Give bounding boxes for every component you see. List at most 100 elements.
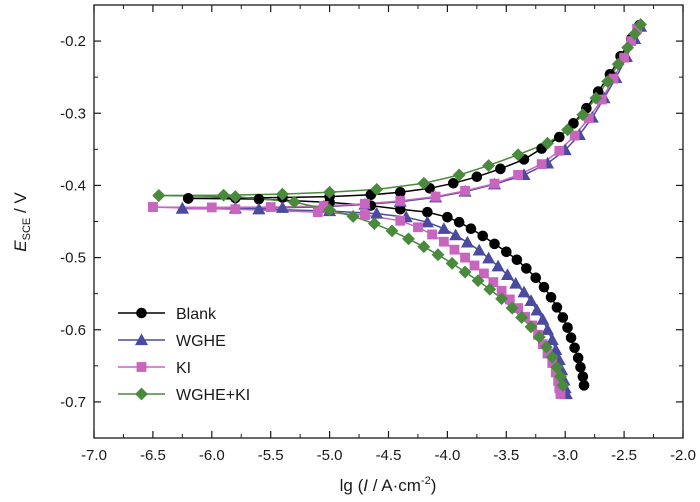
- wghe-ki-data-point: [483, 282, 497, 296]
- y-tick-label: -0.6: [60, 322, 86, 339]
- blank-data-point: [572, 352, 584, 364]
- ki-data-point: [460, 252, 470, 263]
- wghe-data-point: [517, 285, 531, 298]
- blank-data-point: [453, 216, 465, 228]
- ki-data-point: [536, 159, 547, 170]
- x-tick-label: -2.0: [670, 447, 696, 464]
- y-tick-label: -0.2: [60, 33, 86, 50]
- wghe-data-point: [449, 228, 463, 241]
- legend: Blank WGHE KI WGHE+KI: [118, 306, 250, 404]
- ki-data-point: [569, 130, 580, 141]
- wghe-data-point: [472, 243, 486, 256]
- wghe-anodic-curve: [182, 26, 642, 210]
- wghe-ki-data-point: [217, 188, 231, 202]
- ki-data-point: [148, 202, 158, 212]
- wghe-data-point: [530, 303, 544, 316]
- legend-label-ki: KI: [176, 360, 191, 377]
- legend-label-wghe: WGHE: [176, 333, 226, 350]
- blank-data-point: [530, 272, 542, 284]
- x-tick-label: -7.0: [81, 447, 107, 464]
- wghe-ki-data-point: [634, 18, 648, 31]
- x-tick-label: -6.5: [140, 447, 166, 464]
- ki-data-point: [206, 202, 217, 213]
- wghe-data-point: [437, 222, 451, 234]
- wghe-data-point: [252, 202, 266, 215]
- blank-data-point: [477, 230, 489, 242]
- ki-data-point: [360, 210, 370, 220]
- wghe-ki-data-point: [458, 265, 472, 279]
- legend-marker-ki: [136, 362, 147, 372]
- ki-data-point: [469, 260, 480, 271]
- wghe-data-point: [370, 206, 384, 219]
- ki-data-point: [449, 244, 460, 255]
- wghe-data-point: [482, 251, 496, 264]
- wghe-ki-data-point: [550, 360, 564, 374]
- ki-data-point: [427, 229, 437, 240]
- blank-data-point: [551, 302, 563, 313]
- y-axis-label: ESCE / V: [11, 192, 33, 252]
- ki-anodic-curve: [152, 28, 638, 209]
- blank-data-point: [565, 332, 577, 343]
- wghe-ki-data-point: [370, 182, 384, 196]
- blank-anodic-curve: [188, 24, 641, 200]
- axis-ticks: [93, 4, 684, 439]
- wghe-ki-data-point: [417, 240, 431, 254]
- wghe-ki-data-point: [323, 203, 337, 217]
- blank-data-point: [575, 361, 586, 373]
- wghe-ki-data-point: [611, 57, 625, 71]
- y-tick-label: -0.4: [60, 177, 86, 194]
- wghe-ki-data-point: [495, 292, 509, 306]
- wghe-ki-data-point: [515, 311, 529, 324]
- wghe-ki-data-point: [621, 41, 635, 55]
- wghe-ki-data-point: [556, 378, 570, 392]
- wghe-ki-data-point: [385, 224, 399, 238]
- ki-data-point: [438, 236, 449, 247]
- blank-data-point: [442, 211, 453, 223]
- blank-data-point: [511, 254, 523, 266]
- ki-data-point: [395, 196, 406, 206]
- ki-data-point: [489, 178, 500, 189]
- x-tick-label: -4.0: [434, 447, 460, 464]
- blank-data-point: [554, 131, 565, 143]
- legend-marker-blank: [136, 307, 147, 319]
- wghe-ki-data-point: [471, 274, 485, 288]
- ki-data-point: [460, 185, 470, 196]
- wghe-ki-data-point: [532, 330, 546, 344]
- wghe-ki-data-point: [482, 159, 496, 172]
- blank-data-point: [182, 193, 194, 204]
- wghe-ki-data-point: [431, 248, 445, 262]
- blank-data-point: [447, 177, 459, 189]
- wghe-data-point: [545, 333, 559, 345]
- wghe-ki-data-point: [589, 91, 603, 105]
- blank-data-point: [471, 171, 483, 183]
- wghe-ki-data-point: [276, 187, 289, 201]
- wghe-data-point: [536, 313, 550, 325]
- wghe-data-point: [541, 323, 555, 335]
- wghe-ki-data-point: [367, 217, 381, 231]
- wghe-data-point: [524, 294, 538, 306]
- wghe-ki-data-point: [417, 176, 431, 190]
- wghe-ki-data-point: [152, 189, 166, 202]
- ki-data-point: [360, 198, 370, 209]
- blank-data-point: [578, 380, 590, 391]
- blank-data-point: [568, 118, 579, 129]
- blank-data-point: [538, 281, 550, 293]
- wghe-ki-data-point: [511, 148, 525, 162]
- ki-data-point: [312, 207, 323, 218]
- wghe-ki-data-point: [576, 108, 590, 122]
- wghe-ki-data-point: [601, 75, 615, 88]
- wghe-data-point: [175, 201, 189, 214]
- ki-data-point: [413, 222, 423, 233]
- ki-data-point: [265, 202, 276, 212]
- ki-data-point: [430, 191, 441, 202]
- ki-data-point: [479, 268, 489, 279]
- wghe-data-point: [491, 259, 505, 272]
- blank-data-point: [569, 342, 580, 354]
- wghe-ki-data-point: [561, 123, 574, 137]
- axis-tick-labels: -7.0 -6.5 -6.0 -5.5 -5.0 -4.5 -4.0 -3.5 -3.0 -2.5…: [60, 33, 696, 464]
- x-tick-label: -2.5: [611, 447, 637, 464]
- ki-data-point: [619, 52, 629, 63]
- wghe-ki-data-point: [524, 320, 538, 334]
- wghe-ki-data-point: [287, 195, 301, 209]
